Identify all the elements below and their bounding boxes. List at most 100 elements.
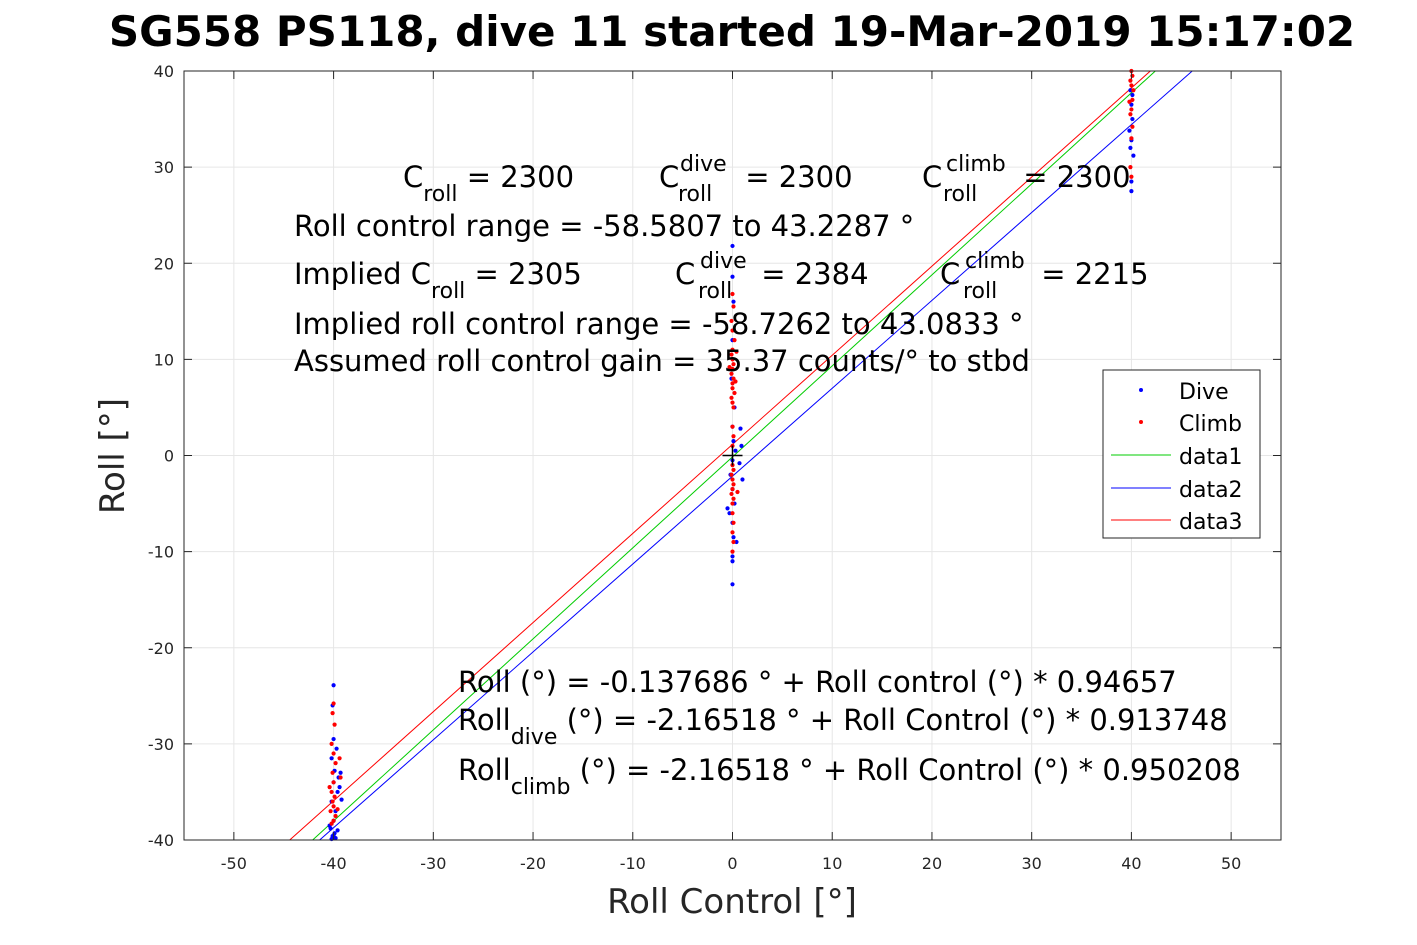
point-climb — [729, 318, 734, 324]
point-dive — [329, 836, 334, 842]
point-dive — [737, 461, 742, 466]
x-tick-label: 0 — [727, 854, 737, 873]
y-tick-label: 0 — [164, 447, 174, 466]
point-dive — [727, 511, 732, 516]
y-tick-label: -30 — [148, 735, 174, 754]
point-climb — [730, 501, 735, 506]
point-climb — [730, 477, 735, 482]
point-climb — [330, 711, 335, 716]
point-climb — [335, 807, 340, 812]
point-dive — [734, 539, 739, 545]
point-climb — [332, 794, 337, 799]
point-climb — [732, 338, 737, 343]
legend-label-data3: data3 — [1179, 510, 1243, 535]
point-climb — [731, 482, 736, 487]
point-dive — [335, 828, 340, 833]
y-tick-label: 10 — [154, 350, 174, 369]
fit-climb-annotation: Rollclimb (°) = -2.16518 ° + Roll Contro… — [458, 753, 1241, 800]
c-roll-climb-annotation: Crollclimb = 2300 — [922, 152, 1131, 207]
point-climb — [730, 424, 735, 429]
point-climb — [329, 821, 334, 826]
point-climb — [1129, 83, 1134, 88]
x-tick-label: 30 — [1022, 854, 1042, 873]
point-climb — [730, 347, 735, 352]
point-climb — [331, 780, 336, 785]
point-climb — [731, 434, 736, 439]
point-dive — [331, 683, 336, 688]
x-tick-label: -40 — [321, 854, 347, 873]
x-tick-label: 50 — [1221, 854, 1241, 873]
y-tick-label: 40 — [154, 62, 174, 81]
legend-label-climb: Climb — [1179, 412, 1242, 437]
point-climb — [730, 386, 735, 391]
data-points — [327, 68, 1136, 842]
implied-c-roll-climb-annotation: Crollclimb = 2215 — [940, 249, 1149, 304]
point-dive — [730, 559, 735, 564]
point-climb — [730, 366, 735, 372]
point-climb — [731, 304, 736, 309]
axis-ticks: -50 -40 -30 -20 -10 0 10 20 30 40 50 -40 -30 -20 -10 0 1… — [148, 62, 1281, 873]
point-dive — [731, 535, 736, 540]
y-tick-label: 20 — [154, 254, 174, 273]
point-dive — [334, 746, 339, 751]
legend-marker-climb — [1139, 420, 1143, 424]
point-climb — [731, 405, 736, 410]
point-climb — [331, 751, 336, 756]
point-climb — [337, 756, 342, 761]
point-climb — [1129, 136, 1134, 141]
point-climb — [331, 701, 336, 706]
point-climb — [729, 472, 734, 477]
point-climb — [330, 770, 335, 775]
point-dive — [733, 448, 738, 453]
chart-title: SG558 PS118, dive 11 started 19-Mar-2019… — [109, 7, 1355, 56]
point-climb — [730, 549, 735, 554]
point-dive — [1129, 179, 1134, 184]
y-tick-label: -20 — [148, 639, 174, 658]
point-climb — [333, 761, 338, 766]
point-dive — [1130, 92, 1135, 98]
legend: Dive Climb data1 data2 data3 — [1102, 369, 1261, 539]
point-climb — [730, 400, 735, 405]
point-dive — [730, 554, 735, 559]
point-dive — [1127, 128, 1132, 133]
point-dive — [738, 426, 743, 431]
point-climb — [731, 467, 736, 473]
point-dive — [1128, 88, 1133, 93]
implied-c-roll-dive-annotation: Crolldive = 2384 — [675, 249, 869, 304]
point-climb — [1130, 97, 1135, 102]
point-climb — [727, 364, 732, 370]
point-climb — [1127, 99, 1132, 104]
point-climb — [731, 496, 736, 501]
legend-box — [1102, 369, 1261, 539]
point-climb — [729, 395, 734, 400]
point-climb — [729, 491, 734, 497]
point-climb — [327, 785, 332, 790]
point-climb — [338, 775, 343, 780]
point-dive — [1128, 145, 1133, 150]
point-dive — [329, 756, 334, 761]
point-climb — [329, 789, 334, 795]
fit-all-annotation: Roll (°) = -0.137686 ° + Roll control (°… — [458, 665, 1177, 699]
x-tick-label: -10 — [620, 854, 646, 873]
legend-label-data2: data2 — [1179, 478, 1243, 503]
legend-marker-dive — [1139, 388, 1143, 392]
c-roll-annotation: Croll = 2300 — [403, 160, 574, 207]
point-climb — [330, 799, 335, 804]
y-tick-label: -40 — [148, 831, 174, 850]
point-climb — [331, 804, 336, 809]
y-tick-label: 30 — [154, 158, 174, 177]
point-climb — [730, 291, 735, 297]
point-climb — [731, 362, 736, 367]
x-tick-label: 10 — [822, 854, 842, 873]
point-dive — [725, 506, 730, 511]
point-dive — [740, 477, 745, 482]
point-climb — [328, 809, 333, 814]
x-tick-label: 40 — [1121, 854, 1141, 873]
point-climb — [1130, 124, 1135, 129]
origin-crosshair — [722, 445, 743, 466]
implied-range-annotation: Implied roll control range = -58.7262 to… — [294, 307, 1024, 341]
fit-dive-annotation: Rolldive (°) = -2.16518 ° + Roll Control… — [458, 703, 1228, 750]
point-climb — [730, 328, 735, 333]
